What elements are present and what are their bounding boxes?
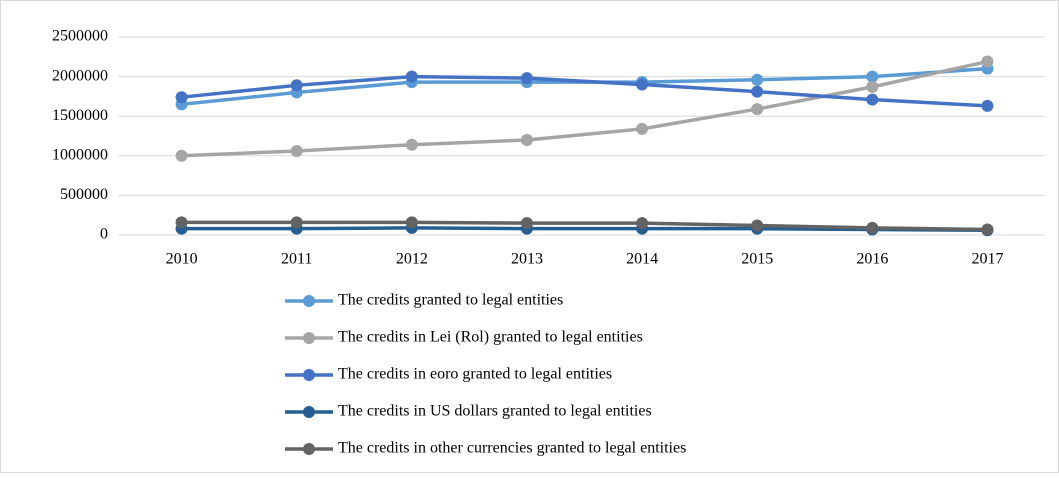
- point: [981, 99, 994, 112]
- legend-label: The credits in US dollars granted to leg…: [338, 403, 652, 420]
- y-tick-label: 1500000: [52, 107, 108, 124]
- series-line: [181, 226, 988, 232]
- x-tick-label: 2012: [396, 251, 428, 268]
- point: [751, 219, 764, 232]
- point: [520, 133, 533, 146]
- x-tick-label: 2014: [626, 251, 658, 268]
- y-tick-label: 2000000: [52, 67, 108, 84]
- point: [175, 216, 188, 229]
- y-tick-label: 2500000: [52, 28, 108, 45]
- x-tick-label: 2015: [741, 251, 773, 268]
- point: [520, 72, 533, 85]
- point: [866, 221, 879, 234]
- point: [866, 70, 879, 83]
- legend-label: The credits in other currencies granted …: [338, 440, 686, 457]
- y-tick-label: 500000: [60, 186, 108, 203]
- point: [405, 138, 418, 151]
- point: [751, 103, 764, 116]
- y-tick-label: 1000000: [52, 146, 108, 163]
- x-tick-label: 2013: [511, 251, 543, 268]
- series-line: [181, 220, 988, 232]
- point: [636, 78, 649, 91]
- legend-marker: [303, 406, 315, 418]
- point: [175, 149, 188, 162]
- legend-label: The credits granted to legal entities: [338, 292, 563, 309]
- legend-marker: [303, 332, 315, 344]
- series-line: [181, 74, 988, 108]
- point: [866, 80, 879, 93]
- legend-label: The credits in Lei (Rol) granted to lega…: [338, 329, 643, 346]
- point: [751, 85, 764, 98]
- point: [751, 73, 764, 86]
- point: [981, 55, 994, 68]
- point: [405, 70, 418, 83]
- point: [636, 217, 649, 230]
- point: [290, 216, 303, 229]
- point: [636, 122, 649, 135]
- x-tick-label: 2011: [281, 251, 312, 268]
- x-tick-label: 2016: [856, 251, 888, 268]
- point: [175, 91, 188, 104]
- legend-marker: [303, 369, 315, 381]
- point: [290, 145, 303, 158]
- point: [290, 79, 303, 92]
- point: [405, 216, 418, 229]
- point: [981, 223, 994, 236]
- legend-marker: [303, 443, 315, 455]
- series-line: [181, 59, 988, 158]
- legend-marker: [303, 295, 315, 307]
- legend-label: The credits in eoro granted to legal ent…: [338, 366, 612, 383]
- point: [866, 93, 879, 106]
- point: [520, 217, 533, 230]
- y-tick-label: 0: [100, 226, 108, 243]
- x-tick-label: 2010: [166, 251, 198, 268]
- x-tick-label: 2017: [971, 251, 1003, 268]
